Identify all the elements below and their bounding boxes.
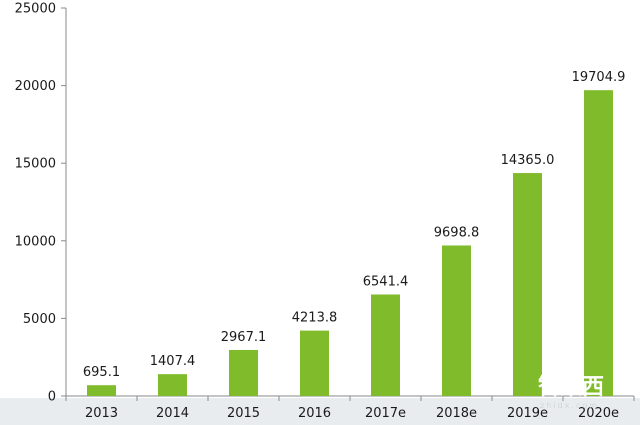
- data-label-2020e: 19704.9: [572, 70, 626, 85]
- y-tick-label: 15000: [15, 157, 56, 172]
- bars: [87, 90, 613, 396]
- x-tick-label-2019e: 2019e: [507, 406, 548, 421]
- data-label-2013: 695.1: [83, 365, 120, 380]
- y-tick-label: 0: [48, 390, 56, 405]
- floor-shade: [0, 398, 640, 425]
- bar-2019e: [513, 173, 542, 396]
- x-tick-label-2020e: 2020e: [578, 406, 619, 421]
- watermark-text: 智東西: [538, 374, 604, 400]
- x-tick-label-2015: 2015: [227, 406, 260, 421]
- bar-2016: [300, 330, 329, 396]
- data-label-2015: 2967.1: [221, 330, 267, 345]
- data-label-2018e: 9698.8: [434, 225, 480, 240]
- x-tick-label-2018e: 2018e: [436, 406, 477, 421]
- labels: 695.1 2013 1407.4 2014 2967.1 2015 4213.8 2016 6…: [83, 70, 625, 421]
- data-label-2019e: 14365.0: [501, 153, 555, 168]
- bar-2013: [87, 385, 116, 396]
- watermark: 智東西 zhidx.com: [538, 374, 604, 410]
- x-tick-label-2014: 2014: [156, 406, 189, 421]
- bar-2018e: [442, 245, 471, 396]
- x-tick-label-2017e: 2017e: [365, 406, 406, 421]
- y-tick-label: 5000: [23, 312, 56, 327]
- data-label-2016: 4213.8: [292, 311, 338, 326]
- bar-2017e: [371, 294, 400, 396]
- y-tick-label: 20000: [15, 79, 56, 94]
- axes: 0 5000 10000 15000 20000 25000: [15, 2, 635, 405]
- data-label-2014: 1407.4: [150, 354, 196, 369]
- x-tick-label-2016: 2016: [298, 406, 331, 421]
- data-label-2017e: 6541.4: [363, 274, 409, 289]
- bar-2014: [158, 374, 187, 396]
- watermark-subtext: zhidx.com: [540, 401, 599, 410]
- y-tick-label: 25000: [15, 2, 56, 17]
- x-tick-label-2013: 2013: [85, 406, 118, 421]
- bar-2015: [229, 349, 258, 396]
- bar-2020e: [584, 90, 613, 396]
- y-tick-label: 10000: [15, 234, 56, 249]
